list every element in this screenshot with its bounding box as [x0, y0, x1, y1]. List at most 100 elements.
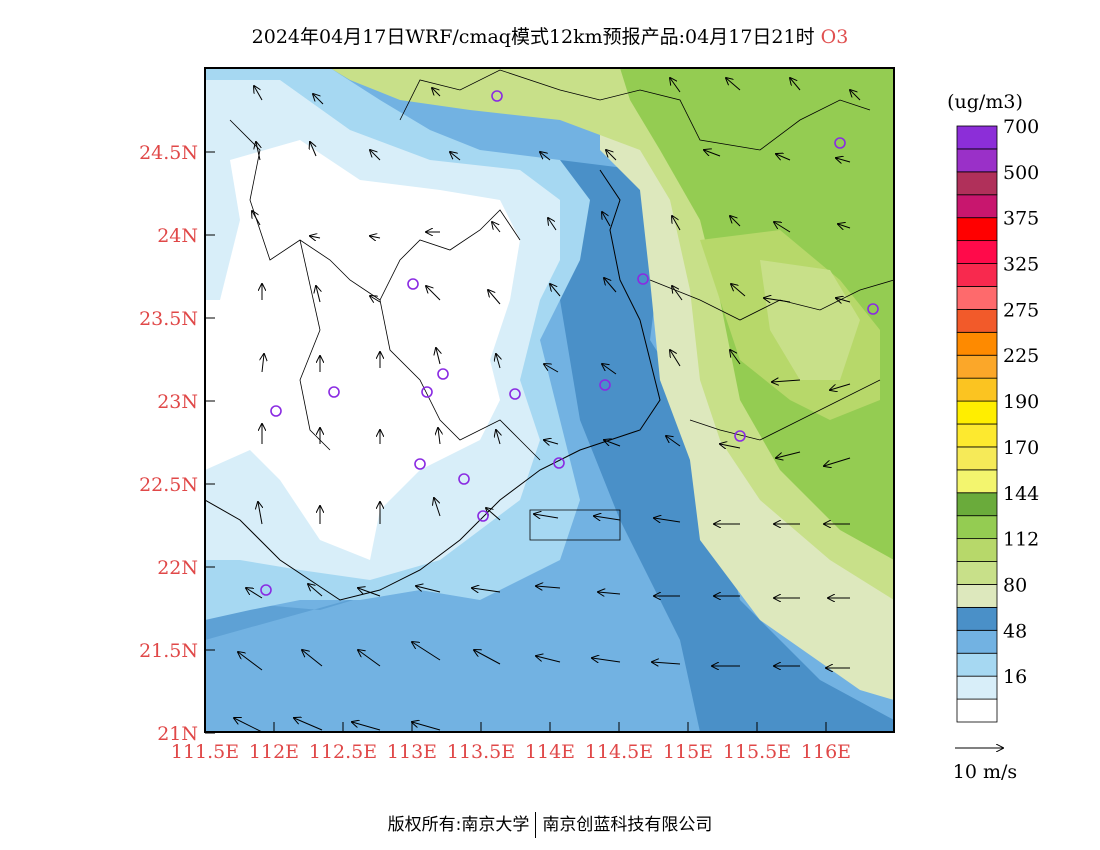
wind-arrow: [254, 86, 263, 101]
legend-swatch: [956, 171, 998, 196]
wind-arrow: [310, 236, 321, 238]
legend-swatch: [956, 652, 998, 677]
wind-arrow: [772, 380, 801, 382]
station-marker: [437, 368, 449, 380]
wind-arrow: [256, 142, 260, 161]
legend-swatch: [956, 217, 998, 242]
wind-arrow: [450, 152, 461, 161]
wind-arrow: [704, 150, 721, 157]
station-marker: [414, 458, 426, 470]
lon-tick-label: 115E: [663, 741, 713, 763]
wind-arrow: [606, 150, 617, 161]
lat-tick-label: 22N: [157, 557, 198, 579]
wind-arrow: [824, 457, 851, 466]
legend-swatch: [956, 675, 998, 700]
wind-arrow: [534, 514, 559, 518]
footer-left: 版权所有:南京大学: [387, 815, 530, 835]
wind-arrow: [776, 451, 801, 458]
page-title: 2024年04月17日WRF/cmaq模式12km预报产品:04月17日21时 …: [0, 22, 1100, 49]
lat-tick-label: 24.5N: [139, 142, 198, 164]
title-main: 2024年04月17日WRF/cmaq模式12km预报产品:04月17日21时: [251, 26, 815, 48]
wind-arrow: [836, 298, 851, 302]
wind-arrow: [474, 650, 501, 665]
wind-arrow: [776, 154, 791, 161]
wind-arrow: [412, 642, 441, 661]
wind-arrow: [294, 718, 323, 731]
wind-arrow: [436, 348, 440, 365]
legend-swatch: [956, 400, 998, 425]
station-markers: [260, 90, 879, 596]
lon-tick-label: 112E: [249, 741, 299, 763]
legend-swatch: [956, 354, 998, 379]
legend-swatch: [956, 240, 998, 264]
wind-arrow: [654, 518, 681, 522]
station-marker: [260, 584, 272, 596]
legend-swatch: [956, 606, 998, 631]
lon-tick-label: 115.5E: [723, 741, 791, 763]
lat-tick-label: 23.5N: [139, 308, 198, 330]
legend-swatch: [956, 194, 998, 219]
wind-arrow: [432, 88, 441, 97]
wind-arrow: [370, 150, 381, 161]
wind-arrow: [308, 584, 323, 597]
legend-swatch: [956, 584, 998, 608]
legend-swatch: [956, 377, 998, 402]
lon-tick-label: 111.5E: [171, 741, 239, 763]
wind-arrow: [544, 364, 559, 373]
lat-tick-label: 21.5N: [139, 640, 198, 662]
wind-arrow: [652, 662, 681, 664]
wind-arrow: [310, 142, 317, 157]
wind-arrow: [302, 650, 323, 667]
station-marker: [421, 386, 433, 398]
wind-arrow: [670, 350, 681, 367]
wind-arrow: [370, 296, 381, 302]
wind-arrow: [416, 586, 441, 593]
wind-arrow: [540, 152, 551, 161]
station-marker: [328, 386, 340, 398]
wind-arrow: [426, 286, 441, 301]
lon-tick-label: 116E: [801, 741, 851, 763]
station-marker: [491, 90, 503, 102]
station-marker: [734, 430, 746, 442]
legend-swatch: [956, 561, 998, 585]
lat-tick-label: 22.5N: [139, 474, 198, 496]
wind-arrow: [850, 90, 861, 101]
footer-right: 南京创蓝科技有限公司: [542, 815, 713, 835]
legend-swatch: [956, 148, 998, 173]
wind-arrow: [536, 656, 561, 663]
station-marker: [834, 137, 846, 149]
color-legend: 16 48 80 112 144 170 190 225 275 325 375 500 700: [956, 116, 1039, 723]
lon-tick-label: 113.5E: [447, 741, 515, 763]
station-marker: [509, 388, 521, 400]
wind-arrow: [592, 658, 621, 662]
wind-arrow: [496, 430, 500, 445]
legend-swatch: [956, 629, 998, 654]
legend-swatch: [956, 515, 998, 540]
wind-arrow: [602, 364, 617, 375]
wind-arrow: [548, 218, 557, 231]
lon-tick-label: 114.5E: [585, 741, 653, 763]
legend-swatch: [956, 263, 998, 287]
legend-label: 700: [1003, 116, 1039, 138]
legend-label: 144: [1003, 483, 1039, 505]
lon-tick-label: 114E: [525, 741, 575, 763]
wind-arrow: [731, 284, 746, 297]
wind-arrow: [313, 94, 324, 105]
legend-label: 225: [1003, 345, 1039, 367]
station-marker: [270, 405, 282, 417]
wind-arrow: [774, 222, 791, 233]
legend-swatch: [956, 331, 998, 356]
wind-arrow: [316, 286, 320, 303]
wind-arrow: [666, 436, 681, 447]
station-marker: [407, 278, 419, 290]
legend-swatch: [956, 492, 998, 517]
station-marker: [637, 273, 649, 285]
legend-unit: (ug/m3): [947, 91, 1023, 113]
wind-reference-label: 10 m/s: [953, 761, 1017, 783]
wind-arrow: [246, 588, 263, 599]
legend-swatch: [956, 538, 998, 562]
legend-label: 170: [1003, 437, 1039, 459]
wind-arrow: [352, 722, 381, 731]
legend-swatch: [956, 286, 998, 310]
